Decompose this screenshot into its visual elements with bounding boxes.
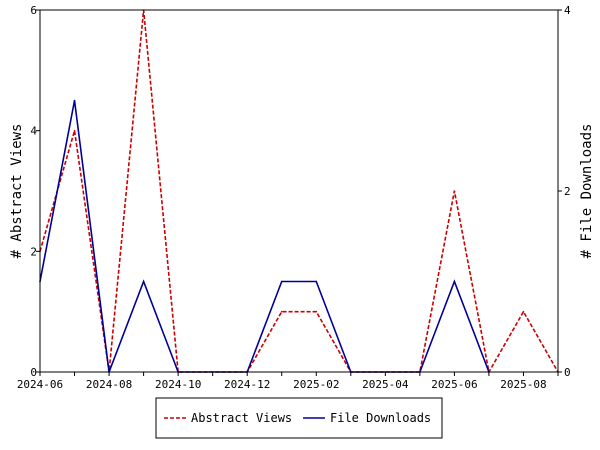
data-point	[73, 99, 76, 102]
x-tick-label: 2025-02	[293, 378, 339, 391]
data-point	[315, 280, 318, 283]
data-point	[280, 310, 283, 313]
y-axis-right-title: # File Downloads	[579, 124, 595, 259]
x-tick-label: 2025-04	[362, 378, 409, 391]
x-tick-label: 2024-10	[155, 378, 201, 391]
y-right-tick-label: 2	[564, 185, 571, 198]
x-tick-label: 2024-06	[17, 378, 63, 391]
legend-label: Abstract Views	[191, 411, 292, 425]
y-right-tick-label: 4	[564, 4, 571, 17]
data-point	[280, 280, 283, 283]
y-left-tick-label: 4	[30, 125, 37, 138]
x-tick-label: 2024-12	[224, 378, 270, 391]
series-line-abstract-views	[39, 9, 559, 375]
series-line-file-downloads	[39, 100, 490, 373]
plot-frame	[39, 9, 559, 373]
x-tick-label: 2024-08	[86, 378, 132, 391]
data-point	[522, 310, 525, 313]
data-point	[73, 129, 76, 132]
y-left-tick-label: 6	[30, 4, 37, 17]
data-point	[315, 310, 318, 313]
data-point	[142, 280, 145, 283]
y-left-tick-label: 0	[30, 366, 37, 379]
x-tick-label: 2025-06	[431, 378, 477, 391]
x-tick-label: 2025-08	[500, 378, 546, 391]
y-right-tick-label: 0	[564, 366, 571, 379]
y-axis-left-title: # Abstract Views	[9, 124, 25, 259]
y-left-tick-label: 2	[30, 245, 37, 258]
legend-label: File Downloads	[330, 411, 431, 425]
legend-box	[155, 397, 443, 439]
data-point	[453, 280, 456, 283]
data-point	[453, 190, 456, 192]
